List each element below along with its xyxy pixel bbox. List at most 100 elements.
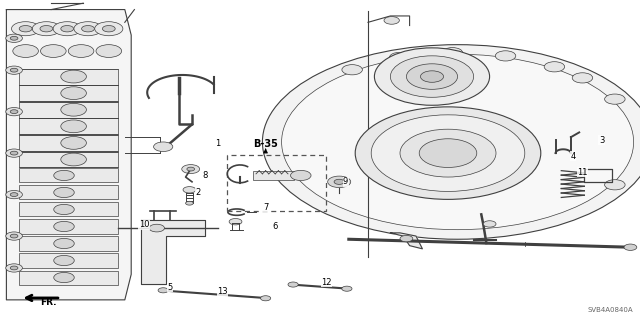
- Text: 1: 1: [215, 139, 220, 148]
- Circle shape: [572, 73, 593, 83]
- Circle shape: [10, 234, 18, 238]
- Circle shape: [544, 62, 564, 72]
- Circle shape: [12, 22, 40, 36]
- Text: 13: 13: [218, 287, 228, 296]
- Circle shape: [10, 110, 18, 114]
- Text: 6: 6: [273, 222, 278, 231]
- Polygon shape: [6, 10, 131, 300]
- Polygon shape: [141, 220, 205, 284]
- Bar: [19, 135, 118, 151]
- Circle shape: [442, 48, 463, 58]
- Circle shape: [54, 221, 74, 232]
- Circle shape: [420, 71, 444, 82]
- Circle shape: [187, 167, 195, 171]
- Circle shape: [419, 139, 477, 167]
- Text: B-35: B-35: [253, 138, 278, 149]
- Text: 3: 3: [599, 136, 604, 145]
- Circle shape: [374, 48, 490, 105]
- Circle shape: [10, 151, 18, 155]
- Circle shape: [6, 190, 22, 199]
- Bar: [19, 236, 118, 250]
- Circle shape: [6, 264, 22, 272]
- Circle shape: [624, 244, 637, 250]
- Bar: [19, 185, 118, 199]
- Circle shape: [13, 45, 38, 57]
- Circle shape: [495, 51, 516, 61]
- Circle shape: [82, 26, 95, 32]
- Circle shape: [19, 26, 32, 32]
- Circle shape: [68, 45, 94, 57]
- Circle shape: [400, 235, 413, 242]
- Bar: [19, 219, 118, 234]
- Circle shape: [342, 286, 352, 291]
- Circle shape: [61, 70, 86, 83]
- Text: 5: 5: [167, 283, 172, 292]
- Bar: [19, 203, 118, 217]
- Bar: [19, 102, 118, 118]
- Circle shape: [158, 288, 168, 293]
- Bar: [19, 118, 118, 134]
- Circle shape: [54, 187, 74, 197]
- Circle shape: [406, 64, 458, 89]
- Circle shape: [61, 87, 86, 100]
- Circle shape: [183, 187, 196, 193]
- Circle shape: [342, 65, 362, 75]
- Bar: [19, 152, 118, 167]
- Circle shape: [291, 170, 311, 181]
- Circle shape: [6, 149, 22, 157]
- Bar: [19, 254, 118, 268]
- Circle shape: [61, 103, 86, 116]
- Text: 4: 4: [570, 152, 575, 161]
- Circle shape: [6, 34, 22, 42]
- Circle shape: [371, 115, 525, 191]
- Bar: [19, 85, 118, 101]
- Circle shape: [186, 201, 193, 205]
- Bar: [19, 69, 118, 85]
- Circle shape: [282, 54, 634, 230]
- Text: 2: 2: [196, 189, 201, 197]
- Circle shape: [102, 26, 115, 32]
- Circle shape: [182, 165, 200, 174]
- Text: 8: 8: [202, 171, 207, 180]
- Circle shape: [262, 45, 640, 239]
- Circle shape: [10, 68, 18, 72]
- Circle shape: [74, 22, 102, 36]
- Text: 12: 12: [321, 278, 332, 287]
- Circle shape: [384, 17, 399, 24]
- Circle shape: [334, 179, 344, 184]
- Circle shape: [605, 180, 625, 190]
- Circle shape: [10, 266, 18, 270]
- Circle shape: [54, 272, 74, 283]
- Text: 7: 7: [263, 203, 268, 212]
- Circle shape: [389, 52, 410, 63]
- Circle shape: [605, 94, 625, 104]
- Circle shape: [53, 22, 81, 36]
- Circle shape: [400, 129, 496, 177]
- Circle shape: [40, 26, 53, 32]
- Text: 11: 11: [577, 168, 588, 177]
- Text: 10: 10: [139, 220, 149, 229]
- Bar: [19, 168, 118, 182]
- Circle shape: [54, 238, 74, 249]
- Bar: [19, 271, 118, 285]
- Circle shape: [54, 256, 74, 266]
- Circle shape: [483, 221, 496, 227]
- Circle shape: [54, 204, 74, 215]
- Bar: [253, 171, 294, 180]
- Circle shape: [6, 232, 22, 240]
- Circle shape: [40, 45, 66, 57]
- Circle shape: [6, 66, 22, 74]
- Text: SVB4A0840A: SVB4A0840A: [588, 307, 634, 313]
- Circle shape: [61, 153, 86, 166]
- Circle shape: [33, 22, 61, 36]
- Circle shape: [328, 176, 351, 188]
- Circle shape: [229, 219, 242, 225]
- Circle shape: [149, 224, 164, 232]
- Circle shape: [61, 26, 74, 32]
- Polygon shape: [390, 233, 422, 249]
- Circle shape: [288, 282, 298, 287]
- Circle shape: [355, 107, 541, 199]
- Circle shape: [96, 45, 122, 57]
- Circle shape: [61, 120, 86, 133]
- Circle shape: [6, 108, 22, 116]
